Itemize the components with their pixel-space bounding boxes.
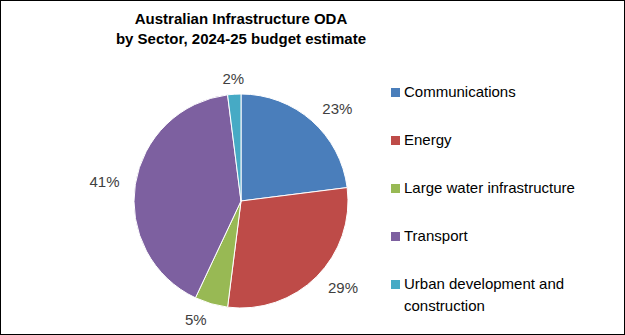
svg-text:5%: 5% [185,311,207,328]
html-text:Energy: Energy [404,131,452,148]
html-text:Large water infrastructure: Large water infrastructure [404,179,575,196]
html-text:Communications: Communications [404,83,516,100]
svg-text:29%: 29% [328,279,358,296]
html-text:Australian Infrastructure ODA: Australian Infrastructure ODA by Sector,… [115,10,366,47]
svg-text:23%: 23% [322,100,352,117]
html-text:Urban development and construc: Urban development and construction [404,275,565,314]
html-text:Transport: Transport [404,227,468,244]
svg-text:41%: 41% [89,173,119,190]
svg-text:2%: 2% [222,70,244,87]
